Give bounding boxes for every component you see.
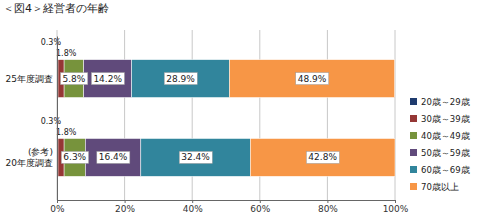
legend-swatch	[410, 149, 417, 156]
data-label-group: 6.3%	[61, 151, 88, 163]
x-tick: 100%	[383, 200, 409, 214]
legend-label: 30歳～39歳	[421, 114, 470, 124]
legend-swatch	[410, 98, 417, 105]
data-label: 42.8%	[308, 152, 337, 162]
y-tick: 25年度調査	[6, 74, 57, 84]
x-axis: 0% 20% 40% 60% 80% 100%	[50, 200, 408, 214]
data-label-box	[179, 151, 212, 163]
x-tick-label: 60%	[250, 204, 270, 214]
x-tick-mark	[125, 200, 126, 203]
legend-swatch	[410, 166, 417, 173]
x-tick: 40%	[183, 200, 203, 214]
y-axis-line	[57, 37, 58, 201]
data-label-group: 16.4%	[97, 151, 130, 163]
x-tick: 0%	[50, 200, 65, 214]
data-label-group: 1.8%	[56, 128, 77, 137]
data-label-group: 1.8%	[56, 49, 77, 58]
x-axis-line	[58, 201, 396, 204]
data-label-box	[97, 151, 130, 163]
data-label: 32.4%	[181, 152, 210, 162]
legend-swatch	[410, 132, 417, 139]
x-tick-label: 0%	[50, 204, 65, 214]
title: ＜図4＞経営者の年齢	[3, 2, 109, 15]
data-label-box	[61, 151, 88, 163]
data-label-group: 48.9%	[296, 73, 329, 85]
bar-segment	[84, 60, 132, 98]
data-label-group: 28.9%	[164, 73, 197, 85]
data-label-group: 14.2%	[91, 73, 124, 85]
y-tick-label: (参考)20年度調査	[6, 147, 53, 168]
data-label: 28.9%	[166, 74, 195, 84]
x-tick-label: 20%	[115, 204, 135, 214]
legend-label: 20歳～29歳	[421, 97, 470, 107]
x-tick: 80%	[318, 200, 338, 214]
y-tick: (参考)20年度調査	[6, 147, 57, 168]
data-label: 14.2%	[93, 74, 122, 84]
legend-label: 50歳～59歳	[421, 148, 470, 158]
data-label: 1.8%	[56, 128, 77, 137]
legend-label: 40歳～49歳	[421, 131, 470, 141]
data-label: 6.3%	[63, 152, 86, 162]
data-label-group: 32.4%	[179, 151, 212, 163]
legend-swatch	[410, 183, 417, 190]
chart: ＜図4＞経営者の年齢0.3%1.8%5.8%14.2%28.9%48.9%0.3…	[0, 0, 500, 222]
data-label-group: 0.3%	[41, 117, 62, 126]
bar-segment	[250, 139, 395, 177]
bar-segment	[141, 139, 251, 177]
data-label: 1.8%	[56, 49, 77, 58]
bar-segment	[85, 139, 140, 177]
y-tick-label-line: (参考)	[28, 147, 53, 157]
data-label-group: 5.8%	[60, 73, 87, 85]
data-label: 0.3%	[41, 38, 62, 47]
data-label-box	[306, 151, 339, 163]
data-label: 0.3%	[41, 117, 62, 126]
data-label: 5.8%	[62, 74, 85, 84]
grid	[57, 30, 395, 200]
data-label-box	[164, 73, 197, 85]
x-tick-mark	[327, 200, 328, 203]
data-label-box	[91, 73, 124, 85]
data-label-group: 42.8%	[306, 151, 339, 163]
bar-segment	[229, 60, 394, 98]
data-label: 48.9%	[298, 74, 327, 84]
x-tick: 60%	[250, 200, 270, 214]
y-tick-label: 25年度調査	[6, 74, 53, 84]
x-tick-label: 80%	[318, 204, 338, 214]
legend: 20歳～29歳 30歳～39歳 40歳～49歳 50歳～59歳 60歳～69歳 70歳以上	[410, 97, 470, 192]
x-tick: 20%	[115, 200, 135, 214]
legend-label: 60歳～69歳	[421, 165, 470, 175]
bar-segment	[132, 60, 230, 98]
y-axis: 25年度調査 (参考)20年度調査	[6, 37, 58, 201]
x-tick-label: 40%	[183, 204, 203, 214]
data-label-box	[60, 73, 87, 85]
x-tick-label: 100%	[383, 204, 409, 214]
data-labels: 0.3% 1.8% 5.8% 14.2% 28.9% 48.9% 0.3% 1.8% 6.3% 1…	[41, 38, 340, 164]
bars	[57, 60, 395, 177]
data-label-group: 0.3%	[41, 38, 62, 47]
y-tick-label-line: 25年度調査	[6, 74, 53, 84]
x-tick-mark	[395, 200, 396, 203]
x-tick-mark	[192, 200, 193, 203]
y-tick-label-line: 20年度調査	[6, 158, 53, 168]
legend-swatch	[410, 115, 417, 122]
data-label-box	[296, 73, 329, 85]
x-tick-mark	[260, 200, 261, 203]
legend-label: 70歳以上	[421, 182, 459, 192]
data-label: 16.4%	[99, 152, 128, 162]
